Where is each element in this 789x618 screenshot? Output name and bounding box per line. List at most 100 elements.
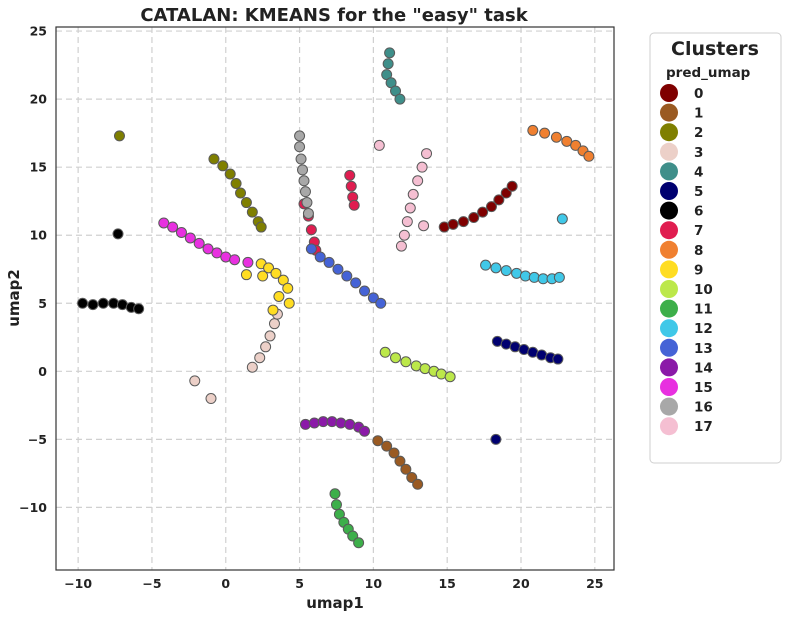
data-point: [297, 164, 309, 176]
legend-label: 7: [694, 223, 703, 239]
data-point: [407, 188, 419, 200]
data-point: [384, 47, 396, 59]
legend-marker: [660, 142, 678, 161]
data-point: [375, 297, 387, 309]
legend-label: 0: [694, 86, 703, 102]
data-point: [323, 256, 335, 268]
data-point: [112, 228, 124, 240]
data-point: [561, 135, 573, 147]
series-cluster-17: [373, 139, 433, 252]
data-point: [493, 194, 505, 206]
series-cluster-13: [305, 243, 387, 309]
legend-box: [649, 32, 782, 464]
data-point: [264, 330, 276, 342]
data-point: [298, 175, 310, 187]
data-point: [208, 153, 220, 165]
legend-item-6: 6: [660, 201, 703, 220]
legend-item-3: 3: [660, 142, 703, 161]
data-point: [202, 243, 214, 255]
data-point: [490, 262, 502, 274]
x-tick-label: 0: [221, 576, 230, 591]
x-axis-ticks: −10 −5 0 5 10 15 20 25: [64, 576, 603, 591]
series-cluster-10: [379, 346, 456, 383]
data-point: [404, 202, 416, 214]
data-point: [205, 393, 217, 405]
data-point: [224, 168, 236, 180]
data-point: [263, 262, 275, 274]
x-tick-label: 5: [295, 576, 304, 591]
data-point: [350, 277, 362, 289]
data-point: [246, 206, 258, 218]
legend-item-2: 2: [660, 123, 703, 142]
data-point: [388, 447, 400, 459]
data-point: [175, 226, 187, 238]
data-point: [570, 139, 582, 151]
legend-label: 13: [694, 341, 713, 357]
x-axis-label: umap1: [306, 594, 364, 612]
legend-item-4: 4: [660, 162, 703, 181]
data-point: [345, 180, 357, 192]
series-cluster-0: [438, 180, 518, 233]
x-tick-label: 15: [438, 576, 455, 591]
legend-item-10: 10: [660, 280, 713, 298]
data-point: [468, 212, 480, 224]
legend-marker: [660, 280, 678, 298]
data-point: [556, 213, 568, 225]
legend-label: 3: [694, 145, 703, 161]
legend-item-1: 1: [660, 103, 703, 122]
data-point: [398, 229, 410, 241]
data-point: [108, 297, 120, 309]
data-point: [583, 150, 595, 162]
data-point: [416, 161, 428, 173]
series-cluster-16: [294, 130, 314, 219]
data-point: [330, 499, 342, 511]
y-axis-ticks: −10 −5 0 5 10 15 20 25: [19, 24, 47, 515]
data-point: [87, 299, 99, 311]
data-point: [348, 199, 360, 211]
data-point: [500, 265, 512, 277]
data-point: [189, 375, 201, 387]
series-cluster-3: [189, 308, 283, 405]
data-point: [255, 221, 267, 233]
legend-label: 9: [694, 262, 703, 278]
series-cluster-5: [490, 335, 564, 445]
data-point: [412, 175, 424, 187]
data-point: [240, 197, 252, 209]
data-point: [394, 93, 406, 105]
data-point: [447, 218, 459, 230]
plot-frame: [55, 26, 615, 571]
legend-marker: [660, 378, 678, 396]
legend-item-12: 12: [660, 319, 713, 338]
legend-item-0: 0: [660, 84, 703, 102]
legend-label: 1: [694, 106, 703, 122]
data-point: [506, 180, 518, 192]
data-point: [326, 416, 338, 428]
legend-marker: [660, 182, 678, 200]
series-cluster-4: [381, 47, 406, 105]
legend: Clusters pred_umap 012345678910111213141…: [649, 32, 782, 464]
legend-label: 5: [694, 184, 703, 200]
legend-marker: [660, 319, 678, 338]
legend-marker: [660, 103, 678, 122]
data-point: [283, 297, 295, 309]
data-point: [229, 254, 241, 266]
data-point: [527, 124, 539, 136]
y-tick-label: −5: [28, 432, 47, 447]
data-point: [353, 537, 365, 549]
data-point: [240, 269, 252, 281]
data-point: [167, 221, 179, 233]
x-tick-label: −5: [142, 576, 161, 591]
data-point: [113, 130, 125, 142]
data-point: [193, 237, 205, 249]
data-point: [267, 304, 279, 316]
series-cluster-9: [240, 258, 295, 316]
legend-marker: [660, 123, 678, 142]
data-point: [299, 418, 311, 430]
legend-marker: [660, 260, 678, 279]
data-point: [97, 297, 109, 309]
data-point: [552, 353, 564, 365]
data-point: [395, 240, 407, 252]
legend-marker: [660, 358, 678, 377]
data-point: [341, 270, 353, 282]
